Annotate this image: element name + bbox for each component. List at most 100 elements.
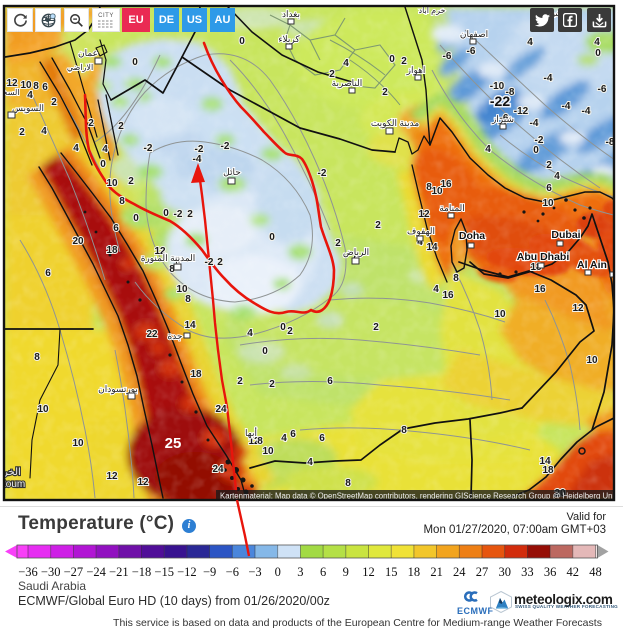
svg-text:0: 0 <box>163 208 169 219</box>
svg-text:48: 48 <box>589 565 602 579</box>
svg-text:2: 2 <box>51 97 57 108</box>
svg-text:2: 2 <box>269 379 275 390</box>
svg-text:4: 4 <box>247 328 253 339</box>
svg-text:16: 16 <box>440 179 452 190</box>
svg-text:مدينة الكويت: مدينة الكويت <box>371 118 419 129</box>
svg-text:−12: −12 <box>177 565 197 579</box>
svg-text:6: 6 <box>290 429 296 440</box>
svg-text:27: 27 <box>476 565 489 579</box>
svg-text:-2: -2 <box>221 141 230 152</box>
svg-text:10: 10 <box>586 355 598 366</box>
svg-text:0: 0 <box>100 159 106 170</box>
svg-text:Doha: Doha <box>459 230 485 242</box>
svg-text:24: 24 <box>453 565 466 579</box>
svg-text:الناصرية: الناصرية <box>332 78 363 89</box>
svg-text:12: 12 <box>248 436 260 447</box>
svg-text:10: 10 <box>494 309 506 320</box>
svg-text:بغداد: بغداد <box>282 9 300 19</box>
svg-text:جدة: جدة <box>167 331 182 341</box>
svg-text:-2: -2 <box>174 209 183 220</box>
svg-text:2: 2 <box>373 322 379 333</box>
svg-text:4: 4 <box>73 143 79 154</box>
svg-text:12: 12 <box>6 78 18 89</box>
svg-text:25: 25 <box>165 435 182 452</box>
svg-text:30: 30 <box>498 565 511 579</box>
svg-text:اصفهان: اصفهان <box>460 29 488 40</box>
svg-text:8: 8 <box>257 436 263 447</box>
svg-text:18: 18 <box>190 369 202 380</box>
svg-text:36: 36 <box>544 565 557 579</box>
svg-text:0: 0 <box>280 322 286 333</box>
svg-text:−6: −6 <box>226 565 239 579</box>
svg-text:أبها: أبها <box>245 426 257 439</box>
svg-text:8: 8 <box>169 264 175 275</box>
svg-text:عمان: عمان <box>78 48 98 58</box>
svg-text:14: 14 <box>184 320 196 331</box>
svg-text:الرياض: الرياض <box>343 247 369 258</box>
svg-text:22: 22 <box>146 329 158 340</box>
svg-text:−18: −18 <box>132 565 152 579</box>
svg-text:-6: -6 <box>467 46 476 57</box>
svg-text:المنامة: المنامة <box>439 203 465 213</box>
svg-text:4: 4 <box>343 58 349 69</box>
svg-text:−15: −15 <box>154 565 174 579</box>
svg-text:2: 2 <box>19 127 25 138</box>
svg-text:33: 33 <box>521 565 534 579</box>
svg-text:24: 24 <box>212 464 224 475</box>
svg-text:24: 24 <box>215 404 227 415</box>
svg-text:−36: −36 <box>18 565 38 579</box>
svg-text:10: 10 <box>106 178 118 189</box>
svg-text:18: 18 <box>542 465 554 476</box>
svg-text:8: 8 <box>33 81 39 92</box>
svg-text:8: 8 <box>401 425 407 436</box>
svg-text:الخر: الخر <box>2 467 21 478</box>
svg-text:6: 6 <box>45 268 51 279</box>
svg-text:المدينة المنورة: المدينة المنورة <box>141 253 196 264</box>
svg-text:12: 12 <box>572 303 584 314</box>
svg-text:20: 20 <box>72 236 84 247</box>
svg-text:-22: -22 <box>490 93 510 109</box>
svg-text:10: 10 <box>542 198 554 209</box>
svg-text:12: 12 <box>137 477 149 488</box>
svg-text:-4: -4 <box>193 154 202 165</box>
svg-text:4: 4 <box>281 433 287 444</box>
svg-text:الاراضي: الاراضي <box>67 63 93 72</box>
svg-text:4: 4 <box>102 144 108 155</box>
svg-text:16: 16 <box>442 290 454 301</box>
svg-text:10: 10 <box>37 404 49 415</box>
svg-text:4: 4 <box>27 90 33 101</box>
svg-text:-2: -2 <box>535 135 544 146</box>
svg-text:2: 2 <box>329 69 335 80</box>
svg-text:42: 42 <box>567 565 580 579</box>
svg-text:4: 4 <box>527 37 533 48</box>
svg-text:2: 2 <box>287 326 293 337</box>
svg-text:2: 2 <box>128 176 134 187</box>
svg-text:-4: -4 <box>530 118 539 129</box>
svg-text:2: 2 <box>237 376 243 387</box>
svg-text:0: 0 <box>132 57 138 68</box>
svg-text:4: 4 <box>594 37 600 48</box>
svg-text:0: 0 <box>239 36 245 47</box>
svg-text:14: 14 <box>539 456 551 467</box>
svg-text:8: 8 <box>426 182 432 193</box>
svg-text:0: 0 <box>275 565 281 579</box>
svg-text:كربلاء: كربلاء <box>278 34 300 45</box>
svg-text:4: 4 <box>554 171 560 182</box>
svg-text:15: 15 <box>385 565 398 579</box>
svg-text:−21: −21 <box>109 565 129 579</box>
svg-text:6: 6 <box>113 223 119 234</box>
svg-text:-6: -6 <box>500 113 509 124</box>
svg-text:12: 12 <box>418 209 430 220</box>
svg-text:-2: -2 <box>205 257 214 268</box>
svg-text:12: 12 <box>154 246 166 257</box>
svg-text:-4: -4 <box>582 106 591 117</box>
svg-text:4: 4 <box>417 237 423 248</box>
svg-text:10: 10 <box>262 446 274 457</box>
svg-text:−30: −30 <box>41 565 61 579</box>
svg-text:2: 2 <box>118 121 124 132</box>
svg-text:Al Ain: Al Ain <box>577 259 607 271</box>
svg-text:اهواز: اهواز <box>406 65 426 76</box>
svg-text:10: 10 <box>72 438 84 449</box>
svg-text:6: 6 <box>320 565 326 579</box>
svg-text:2: 2 <box>187 209 193 220</box>
